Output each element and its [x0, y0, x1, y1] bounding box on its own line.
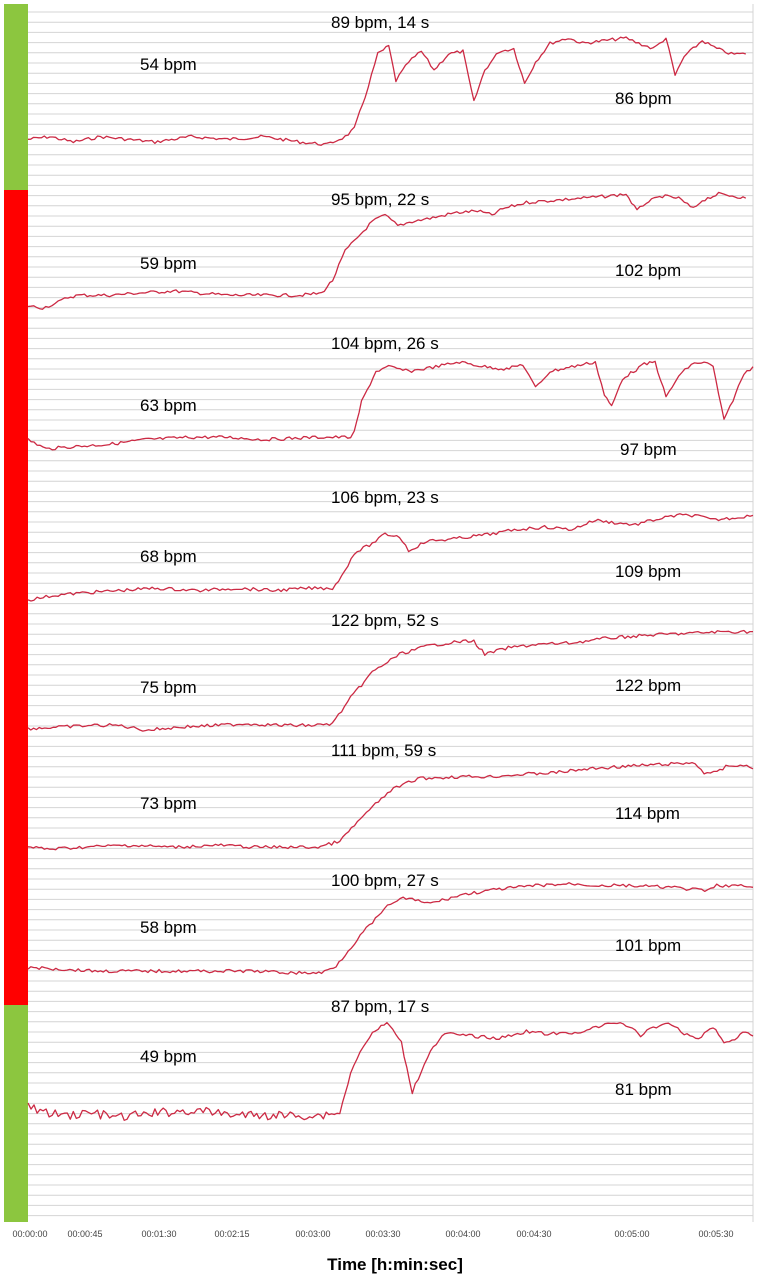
- end-label: 122 bpm: [615, 676, 681, 695]
- end-label: 81 bpm: [615, 1080, 672, 1099]
- series-line-5: [27, 629, 753, 732]
- status-bar-red: [4, 610, 28, 745]
- end-label: 97 bpm: [620, 440, 677, 459]
- baseline-label: 54 bpm: [140, 55, 197, 74]
- baseline-label: 73 bpm: [140, 794, 197, 813]
- peak-label: 122 bpm, 52 s: [331, 611, 439, 630]
- peak-label: 111 bpm, 59 s: [331, 741, 436, 760]
- baseline-label: 49 bpm: [140, 1047, 197, 1066]
- end-label: 102 bpm: [615, 261, 681, 280]
- x-tick-label: 00:05:00: [614, 1229, 649, 1239]
- status-bar-red: [4, 870, 28, 1005]
- series-lines: [27, 36, 754, 1121]
- x-tick-label: 00:04:00: [445, 1229, 480, 1239]
- status-bar-red: [4, 745, 28, 870]
- baseline-label: 75 bpm: [140, 678, 197, 697]
- end-label: 86 bpm: [615, 89, 672, 108]
- baseline-label: 63 bpm: [140, 396, 197, 415]
- peak-label: 104 bpm, 26 s: [331, 334, 439, 353]
- series-line-3: [27, 360, 754, 451]
- status-bar-green: [4, 1005, 28, 1222]
- x-tick-label: 00:03:30: [365, 1229, 400, 1239]
- x-tick-labels: 00:00:00 00:00:45 00:01:30 00:02:15 00:03:00…: [12, 1229, 733, 1239]
- series-line-2: [27, 191, 747, 310]
- x-tick-label: 00:05:30: [698, 1229, 733, 1239]
- peak-label: 89 bpm, 14 s: [331, 13, 429, 32]
- series-line-6: [27, 761, 754, 851]
- baseline-label: 58 bpm: [140, 918, 197, 937]
- baseline-label: 68 bpm: [140, 547, 197, 566]
- x-tick-label: 00:01:30: [141, 1229, 176, 1239]
- series-line-4: [27, 513, 754, 602]
- end-label: 109 bpm: [615, 562, 681, 581]
- series-labels: 54 bpm 89 bpm, 14 s 86 bpm 59 bpm 95 bpm, 22…: [140, 13, 681, 1099]
- series-line-7: [27, 882, 754, 975]
- status-bar-green: [4, 4, 28, 190]
- peak-label: 95 bpm, 22 s: [331, 190, 429, 209]
- end-label: 114 bpm: [615, 804, 680, 823]
- x-tick-label: 00:00:45: [67, 1229, 102, 1239]
- series-line-1: [27, 36, 746, 146]
- baseline-label: 59 bpm: [140, 254, 197, 273]
- x-tick-label: 00:04:30: [516, 1229, 551, 1239]
- peak-label: 106 bpm, 23 s: [331, 488, 439, 507]
- gridlines: [28, 4, 754, 1222]
- x-tick-label: 00:00:00: [12, 1229, 47, 1239]
- peak-label: 100 bpm, 27 s: [331, 871, 439, 890]
- x-tick-label: 00:03:00: [295, 1229, 330, 1239]
- end-label: 101 bpm: [615, 936, 681, 955]
- status-bars: [4, 4, 28, 1222]
- x-axis-label: Time [h:min:sec]: [327, 1255, 463, 1274]
- series-line-8: [27, 1021, 754, 1121]
- peak-label: 87 bpm, 17 s: [331, 997, 429, 1016]
- x-tick-label: 00:02:15: [214, 1229, 249, 1239]
- status-bar-red: [4, 330, 28, 480]
- status-bar-red: [4, 480, 28, 610]
- status-bar-red: [4, 190, 28, 330]
